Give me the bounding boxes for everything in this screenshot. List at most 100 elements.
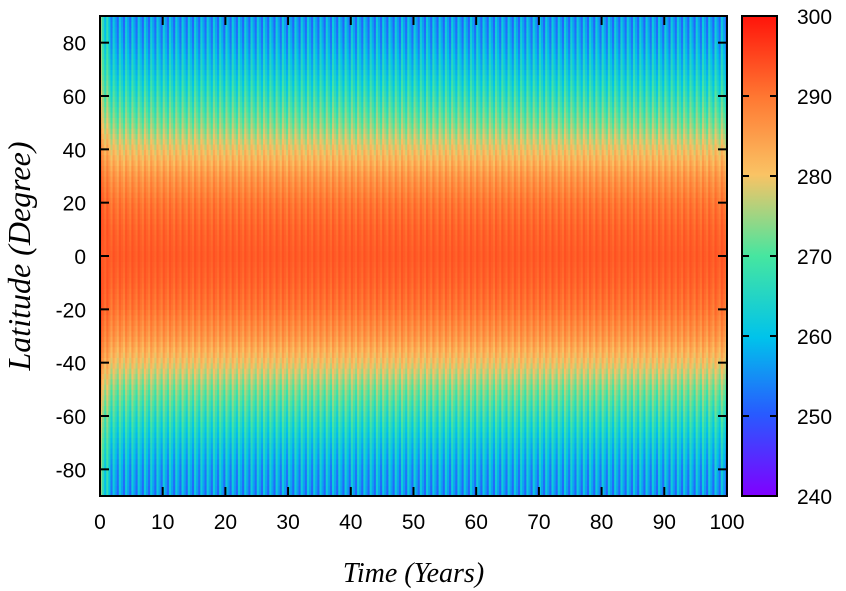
heatmap-cell xyxy=(403,464,406,470)
heatmap-cell xyxy=(509,453,513,460)
heatmap-cell xyxy=(331,437,335,444)
heatmap-cell xyxy=(593,490,596,497)
heatmap-cell xyxy=(196,448,199,454)
heatmap-cell xyxy=(522,453,525,460)
heatmap-cell xyxy=(338,432,341,438)
heatmap-cell xyxy=(718,453,722,460)
heatmap-cell xyxy=(233,469,237,476)
heatmap-cell xyxy=(221,448,224,454)
heatmap-cell xyxy=(520,448,523,454)
heatmap-cell xyxy=(348,474,352,481)
heatmap-cell xyxy=(647,442,651,449)
heatmap-cell xyxy=(722,490,726,497)
heatmap-cell xyxy=(505,474,509,481)
heatmap-cell xyxy=(459,432,463,438)
heatmap-cell xyxy=(720,437,724,444)
heatmap-cell xyxy=(133,469,137,476)
heatmap-cell xyxy=(576,453,580,460)
heatmap-cell xyxy=(662,448,665,454)
heatmap-cell xyxy=(446,485,450,492)
heatmap-cell xyxy=(681,474,684,481)
heatmap-cell xyxy=(106,474,109,481)
heatmap-cell xyxy=(492,432,496,438)
heatmap-cell xyxy=(530,485,534,492)
heatmap-cell xyxy=(616,464,619,470)
heatmap-cell xyxy=(624,437,628,444)
heatmap-cell xyxy=(438,490,442,497)
heatmap-cell xyxy=(302,432,306,438)
heatmap-cell xyxy=(263,458,266,465)
heatmap-cell xyxy=(440,464,444,470)
heatmap-cell xyxy=(319,437,323,444)
heatmap-cell xyxy=(446,458,450,465)
heatmap-cell xyxy=(292,448,295,454)
heatmap-cell xyxy=(543,458,546,465)
heatmap-cell xyxy=(309,474,312,481)
heatmap-cell xyxy=(369,480,373,486)
heatmap-cell xyxy=(710,474,713,481)
heatmap-cell xyxy=(599,442,603,449)
heatmap-cell xyxy=(472,442,475,449)
heatmap-cell xyxy=(614,464,617,470)
heatmap-cell xyxy=(290,437,293,444)
heatmap-cell xyxy=(390,485,394,492)
heatmap-cell xyxy=(212,490,216,497)
heatmap-cell xyxy=(396,458,400,465)
heatmap-cell xyxy=(432,485,435,492)
heatmap-cell xyxy=(152,474,155,481)
heatmap-cell xyxy=(240,464,243,470)
heatmap-cell xyxy=(643,485,647,492)
heatmap-cell xyxy=(369,432,373,438)
heatmap-cell xyxy=(593,453,596,460)
heatmap-cell xyxy=(685,464,688,470)
heatmap-cell xyxy=(350,453,354,460)
heatmap-cell xyxy=(518,453,521,460)
heatmap-cell xyxy=(413,469,417,476)
heatmap-cell xyxy=(334,453,337,460)
heatmap-cell xyxy=(428,490,431,497)
heatmap-cell xyxy=(271,442,275,449)
heatmap-cell xyxy=(480,485,484,492)
heatmap-cell xyxy=(603,442,607,449)
heatmap-cell xyxy=(436,464,440,470)
heatmap-cell xyxy=(317,448,321,454)
heatmap-cell xyxy=(505,453,509,460)
heatmap-cell xyxy=(252,464,256,470)
heatmap-cell xyxy=(695,480,699,486)
heatmap-cell xyxy=(260,464,264,470)
heatmap-cell xyxy=(189,480,193,486)
heatmap-cell xyxy=(426,464,429,470)
heatmap-cell xyxy=(566,437,569,444)
heatmap-cell xyxy=(505,464,509,470)
heatmap-cell xyxy=(530,490,534,497)
heatmap-cell xyxy=(148,469,151,476)
heatmap-cell xyxy=(273,442,277,449)
heatmap-cell xyxy=(137,432,141,438)
heatmap-cell xyxy=(524,442,527,449)
heatmap-cell xyxy=(156,458,160,465)
heatmap-cell xyxy=(346,453,350,460)
heatmap-cell xyxy=(626,437,630,444)
heatmap-cell xyxy=(196,469,199,476)
heatmap-cell xyxy=(551,432,555,438)
heatmap-cell xyxy=(269,437,272,444)
heatmap-cell xyxy=(263,448,266,454)
heatmap-cell xyxy=(348,469,352,476)
heatmap-cell xyxy=(120,464,124,470)
heatmap-cell xyxy=(655,469,659,476)
heatmap-cell xyxy=(152,490,155,497)
heatmap-cell xyxy=(189,442,193,449)
heatmap-cell xyxy=(574,474,578,481)
heatmap-cell xyxy=(563,458,567,465)
heatmap-cell xyxy=(612,453,615,460)
heatmap-cell xyxy=(405,432,408,438)
heatmap-cell xyxy=(325,469,329,476)
heatmap-cell xyxy=(699,448,703,454)
heatmap-cell xyxy=(294,432,298,438)
heatmap-cell xyxy=(708,485,711,492)
heatmap-cell xyxy=(609,453,613,460)
heatmap-cell xyxy=(463,453,467,460)
heatmap-cell xyxy=(398,480,402,486)
heatmap-cell xyxy=(265,432,268,438)
heatmap-cell xyxy=(154,458,158,465)
